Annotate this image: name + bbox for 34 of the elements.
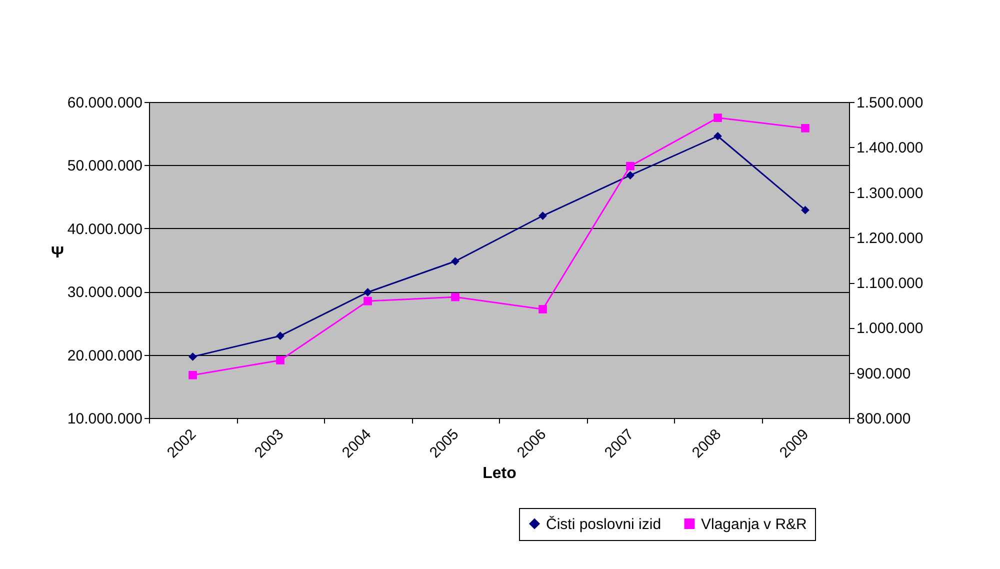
point xyxy=(626,171,634,180)
point xyxy=(364,296,372,306)
y-tick-label: 20.000.000 xyxy=(67,347,142,364)
legend-label: Vlaganja v R&R xyxy=(701,516,808,533)
y2-tick-label: 1.200.000 xyxy=(856,230,924,247)
y-tick-label: 40.000.000 xyxy=(67,220,142,238)
legend-label: Čisti poslovni izid xyxy=(546,514,662,533)
point xyxy=(538,212,547,220)
point xyxy=(801,206,810,214)
point xyxy=(714,132,722,140)
point xyxy=(714,114,722,122)
point xyxy=(364,288,372,296)
y-tick-label: 60.000.000 xyxy=(67,94,142,112)
y2-tick-label: 1.000.000 xyxy=(856,320,924,338)
y2-tick-label: 1.400.000 xyxy=(856,140,924,157)
point xyxy=(801,124,810,132)
y-tick-label: 50.000.000 xyxy=(67,158,142,175)
y-axis-title: Ψ xyxy=(50,244,64,262)
y-tick-label: 10.000.000 xyxy=(67,410,142,428)
y2-tick-label: 900.000 xyxy=(856,365,911,382)
y2-tick-label: 800.000 xyxy=(856,410,911,428)
point xyxy=(626,162,634,170)
point xyxy=(276,332,284,340)
x-axis-title: Leto xyxy=(482,464,517,482)
y2-tick-label: 1.300.000 xyxy=(856,184,924,202)
y-tick-label: 30.000.000 xyxy=(67,284,142,302)
point xyxy=(188,370,197,380)
point xyxy=(538,305,547,314)
point xyxy=(451,292,460,302)
point xyxy=(276,356,284,364)
point xyxy=(188,352,197,361)
y2-tick-label: 1.500.000 xyxy=(856,94,924,112)
y2-tick-label: 1.100.000 xyxy=(856,275,924,292)
point xyxy=(451,257,460,266)
